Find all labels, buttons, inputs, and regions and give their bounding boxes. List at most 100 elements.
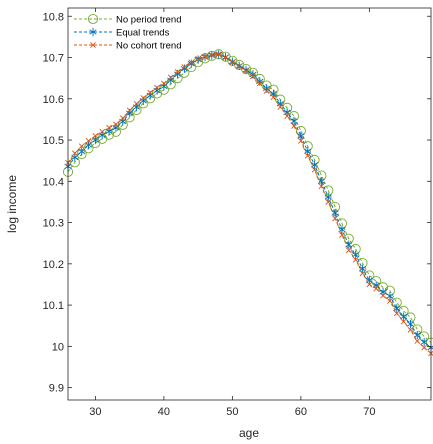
y-tick-label: 9.9: [49, 383, 64, 395]
series-3-point: [311, 166, 318, 173]
series-3-point: [154, 84, 160, 91]
x-tick-label: 30: [89, 406, 101, 418]
series-2-point: [297, 131, 305, 141]
series-3-point: [126, 107, 133, 114]
series-3-point: [373, 285, 380, 292]
y-tick-label: 10: [52, 341, 64, 353]
series-3-point: [140, 95, 147, 101]
series-3-point: [92, 133, 99, 139]
series-2-point: [324, 192, 332, 202]
series-3-point: [291, 123, 297, 129]
series-layer: [62, 49, 433, 357]
legend-label: No cohort trend: [116, 41, 181, 52]
series-3-point: [366, 281, 373, 288]
series-3-point: [352, 256, 359, 263]
y-tick-label: 10.6: [43, 94, 64, 106]
series-3-point: [208, 52, 215, 58]
y-axis-label: log income: [5, 175, 19, 233]
series-3-point: [393, 310, 400, 317]
series-3-point: [325, 199, 332, 205]
series-3-point: [188, 59, 195, 66]
series-3-point: [270, 94, 277, 101]
series-3-point: [263, 88, 270, 94]
series-3-point: [400, 318, 407, 325]
y-tick-label: 10.4: [43, 176, 64, 188]
series-3-point: [229, 59, 236, 66]
series-3-point: [243, 68, 249, 75]
series-3-point: [133, 100, 140, 107]
plot-frame: [67, 7, 432, 401]
x-tick-label: 40: [158, 406, 170, 418]
y-tick-label: 10.2: [43, 259, 64, 271]
x-tick-label: 70: [363, 406, 375, 418]
series-3-point: [174, 69, 181, 75]
series-3-point: [380, 292, 386, 299]
series-2-point: [338, 225, 346, 234]
series-3-point: [414, 338, 421, 344]
series-2-point: [78, 147, 86, 156]
y-tick-label: 10.7: [43, 53, 64, 65]
series-3-point: [332, 215, 338, 222]
series-3-point: [359, 270, 366, 277]
legend-label: Equal trends: [116, 28, 170, 39]
series-3-point: [71, 150, 78, 157]
y-tick-label: 10.5: [43, 135, 64, 147]
series-2-point: [331, 208, 339, 218]
series-3-point: [304, 152, 311, 159]
series-3-point: [284, 113, 291, 119]
series-3-point: [339, 232, 345, 238]
y-tick-label: 10.8: [43, 11, 64, 23]
x-tick-label: 60: [295, 406, 307, 418]
series-3-point: [85, 137, 92, 144]
legend-marker: [89, 27, 97, 37]
series-3-point: [202, 53, 208, 60]
series-3-point: [119, 115, 126, 122]
legend-marker: [87, 13, 99, 25]
series-3-point: [345, 247, 352, 254]
series-3-point: [277, 104, 284, 110]
series-3-point: [181, 64, 188, 70]
series-3-point: [222, 54, 229, 61]
legend-entry-2: Equal trends: [74, 28, 170, 39]
series-3-point: [236, 63, 243, 70]
series-2-point: [358, 264, 367, 273]
series-3-point: [99, 128, 106, 135]
x-tick-label: 50: [226, 406, 238, 418]
series-2-point: [317, 177, 326, 186]
legend: No period trend Equal trends No cohort tre…: [74, 13, 181, 52]
legend-entry-1: No period trend: [74, 13, 181, 26]
legend-label: No period trend: [116, 15, 181, 26]
legend-entry-3: No cohort trend: [74, 41, 181, 52]
series-3-point: [407, 326, 414, 333]
series-3-point: [147, 89, 154, 96]
series-3-point: [387, 298, 393, 304]
series-1-line: [67, 53, 432, 343]
series-3-point: [215, 51, 222, 58]
series-3-point: [421, 344, 428, 351]
y-tick-label: 10.3: [43, 218, 64, 230]
series-2-point: [180, 64, 189, 73]
legend-marker: [90, 42, 96, 48]
series-3-point: [78, 143, 85, 150]
series-3: [65, 51, 433, 357]
series-3-point: [297, 137, 304, 144]
series-2-point: [310, 160, 319, 169]
y-tick-label: 10.1: [43, 300, 64, 312]
series-3-point: [167, 74, 174, 81]
series-2-point: [386, 291, 394, 301]
series-2-point: [406, 319, 415, 329]
axes-layer: 30 40 50 60 70 9.9 10 10.1 10.2 10.3 10.4 10.5 10.6 1…: [43, 7, 432, 418]
series-3-point: [250, 73, 256, 80]
series-3-point: [113, 121, 119, 128]
series-3-point: [318, 183, 325, 190]
series-3-point: [106, 124, 112, 131]
series-2-point: [304, 146, 312, 156]
plot-background: [68, 8, 431, 400]
series-3-point: [195, 55, 202, 62]
x-axis-label: age: [239, 426, 259, 440]
series-3-point: [256, 80, 263, 87]
series-3-point: [161, 80, 167, 87]
series-2-point: [173, 69, 182, 79]
series-2-point: [256, 77, 264, 86]
